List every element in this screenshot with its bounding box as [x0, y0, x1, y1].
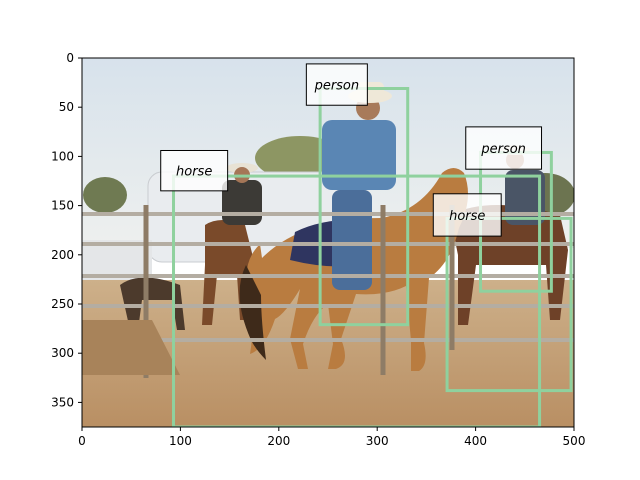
horse-bounding-box	[445, 216, 573, 393]
x-tick-label: 300	[366, 434, 389, 448]
detection-labels: person person horse horse	[160, 63, 543, 237]
horse-label-box	[160, 149, 229, 192]
y-tick-label: 100	[51, 149, 74, 163]
rider-shirt	[322, 120, 396, 190]
x-tick-label: 500	[563, 434, 586, 448]
horse-label-text: horse	[449, 209, 485, 224]
horse-label-text: horse	[176, 165, 212, 180]
x-tick-label: 0	[78, 434, 86, 448]
x-tick-label: 200	[267, 434, 290, 448]
rodeo-photo	[82, 58, 574, 427]
y-tick-label: 200	[51, 248, 74, 262]
axes-frame	[81, 57, 575, 428]
y-tick-label: 300	[51, 346, 74, 360]
background-horse-left	[120, 277, 185, 330]
rider-right	[505, 170, 545, 225]
x-tick-label: 100	[169, 434, 192, 448]
person-label-box	[305, 63, 368, 106]
y-tick-label: 50	[59, 100, 74, 114]
person-label-text: person	[314, 79, 360, 94]
person-label-text: person	[480, 142, 526, 157]
y-tick-label: 250	[51, 297, 74, 311]
x-tick-label: 400	[464, 434, 487, 448]
y-tick-label: 150	[51, 199, 74, 213]
tree	[83, 177, 127, 213]
y-tick-label: 0	[66, 51, 74, 65]
loading-ramp	[82, 320, 180, 375]
horse-label-box	[432, 193, 502, 237]
horse-tail	[239, 265, 266, 360]
y-axis: 0 50 100 150 200 250 300 350	[51, 51, 82, 409]
horse-bounding-box	[172, 174, 542, 427]
person-label-box	[465, 126, 543, 170]
y-tick-label: 350	[51, 395, 74, 409]
x-axis: 0 100 200 300 400 500	[78, 427, 585, 448]
